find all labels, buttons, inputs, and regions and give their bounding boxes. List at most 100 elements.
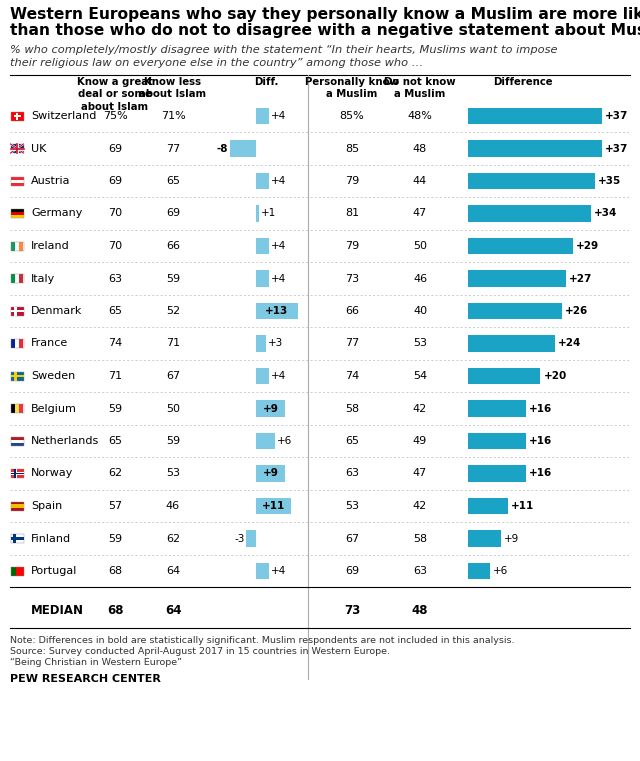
Text: 65: 65 xyxy=(108,306,122,316)
Text: 53: 53 xyxy=(413,339,427,349)
Text: 40: 40 xyxy=(413,306,427,316)
Text: Sweden: Sweden xyxy=(31,371,76,381)
Text: +16: +16 xyxy=(529,403,552,413)
Bar xyxy=(10,177,24,180)
Bar xyxy=(19,339,24,348)
Bar xyxy=(246,530,256,547)
Bar xyxy=(14,371,17,380)
Text: 85%: 85% xyxy=(340,111,364,121)
Bar xyxy=(468,432,526,450)
Bar xyxy=(256,465,285,482)
Bar xyxy=(19,274,24,283)
Bar xyxy=(256,498,291,514)
Text: 58: 58 xyxy=(413,533,427,543)
Bar xyxy=(15,274,19,283)
Text: +3: +3 xyxy=(268,339,283,349)
Text: 77: 77 xyxy=(166,144,180,154)
Bar xyxy=(468,498,508,514)
Text: 50: 50 xyxy=(166,403,180,413)
Bar xyxy=(256,368,269,384)
Text: 59: 59 xyxy=(166,273,180,284)
Text: 81: 81 xyxy=(345,209,359,218)
Bar xyxy=(10,442,24,445)
Text: 53: 53 xyxy=(345,501,359,511)
Bar xyxy=(10,307,24,316)
Bar xyxy=(16,113,18,119)
Bar xyxy=(468,270,566,287)
Text: Denmark: Denmark xyxy=(31,306,83,316)
Text: 73: 73 xyxy=(344,603,360,616)
Text: 71: 71 xyxy=(108,371,122,381)
Text: 77: 77 xyxy=(345,339,359,349)
Text: 79: 79 xyxy=(345,241,359,251)
Text: +4: +4 xyxy=(271,371,286,381)
Bar xyxy=(256,107,269,125)
Text: +20: +20 xyxy=(543,371,566,381)
Text: Germany: Germany xyxy=(31,209,83,218)
Text: 63: 63 xyxy=(345,469,359,479)
Bar xyxy=(10,209,24,218)
Text: 49: 49 xyxy=(413,436,427,446)
Text: 59: 59 xyxy=(108,403,122,413)
Bar xyxy=(10,215,24,218)
Text: 69: 69 xyxy=(166,209,180,218)
Text: 67: 67 xyxy=(166,371,180,381)
Text: +29: +29 xyxy=(576,241,599,251)
Bar xyxy=(10,209,24,212)
Text: +11: +11 xyxy=(262,501,285,511)
Text: 53: 53 xyxy=(166,469,180,479)
Text: +24: +24 xyxy=(558,339,581,349)
Text: 70: 70 xyxy=(108,209,122,218)
Text: “Being Christian in Western Europe”: “Being Christian in Western Europe” xyxy=(10,658,182,667)
Bar xyxy=(13,534,16,543)
Bar xyxy=(10,183,24,186)
Text: Belgium: Belgium xyxy=(31,403,77,413)
Text: 64: 64 xyxy=(164,603,181,616)
Text: 63: 63 xyxy=(108,273,122,284)
Text: 44: 44 xyxy=(413,176,427,186)
Text: 85: 85 xyxy=(345,144,359,154)
Bar xyxy=(14,469,16,478)
Text: 42: 42 xyxy=(413,501,427,511)
Text: +26: +26 xyxy=(565,306,588,316)
Text: 54: 54 xyxy=(413,371,427,381)
Bar xyxy=(19,404,24,413)
Text: 68: 68 xyxy=(107,603,124,616)
Bar xyxy=(10,274,24,283)
Bar xyxy=(468,237,573,254)
Text: 79: 79 xyxy=(345,176,359,186)
Text: +37: +37 xyxy=(605,111,628,121)
Text: +37: +37 xyxy=(605,144,628,154)
Text: -3: -3 xyxy=(234,533,244,543)
Bar xyxy=(256,335,266,352)
Bar xyxy=(256,303,298,320)
Text: Italy: Italy xyxy=(31,273,55,284)
Bar xyxy=(19,241,24,250)
Bar xyxy=(468,465,526,482)
Bar xyxy=(14,307,17,316)
Bar xyxy=(15,404,19,413)
Bar xyxy=(468,562,490,579)
Text: Difference: Difference xyxy=(493,77,553,87)
Text: 65: 65 xyxy=(166,176,180,186)
Bar xyxy=(256,205,259,222)
Text: +4: +4 xyxy=(271,176,286,186)
Bar xyxy=(256,237,269,254)
Text: +9: +9 xyxy=(504,533,519,543)
Bar xyxy=(10,371,24,380)
Text: 73: 73 xyxy=(345,273,359,284)
Bar xyxy=(16,566,24,575)
Text: +35: +35 xyxy=(598,176,621,186)
Bar xyxy=(468,205,591,222)
Text: 57: 57 xyxy=(108,501,122,511)
Text: 42: 42 xyxy=(413,403,427,413)
Bar xyxy=(10,144,24,153)
Bar xyxy=(230,140,256,157)
Text: 65: 65 xyxy=(108,436,122,446)
Text: 48: 48 xyxy=(413,144,427,154)
Text: 47: 47 xyxy=(413,209,427,218)
Bar xyxy=(10,241,24,250)
Text: 63: 63 xyxy=(413,566,427,576)
Text: 48: 48 xyxy=(412,603,428,616)
Text: +4: +4 xyxy=(271,566,286,576)
